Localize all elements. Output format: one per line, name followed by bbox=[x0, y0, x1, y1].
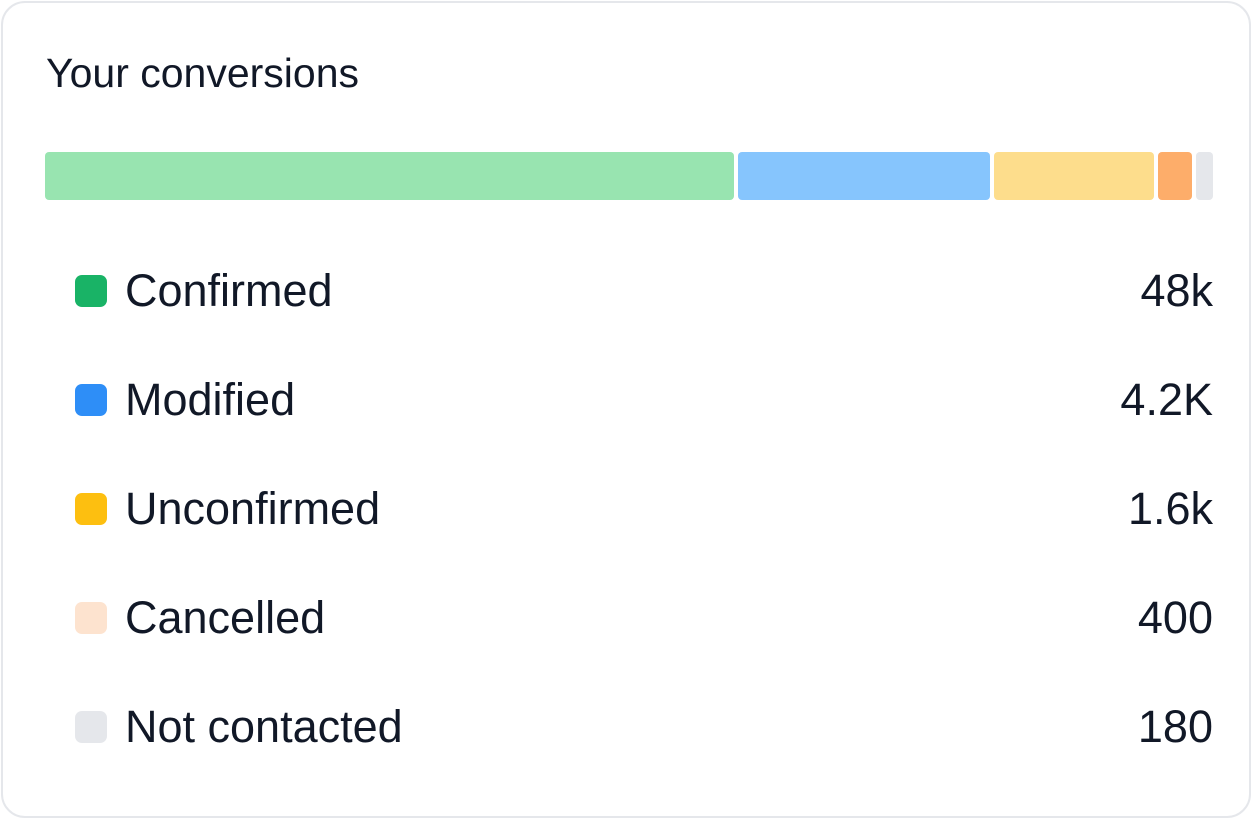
legend-label: Unconfirmed bbox=[125, 483, 381, 534]
legend-label: Confirmed bbox=[125, 265, 333, 316]
legend-label: Modified bbox=[125, 374, 296, 425]
modified-swatch bbox=[75, 383, 107, 416]
bar-segment-confirmed bbox=[45, 152, 735, 200]
legend-item-cancelled: Cancelled 400 bbox=[75, 563, 1213, 672]
card-title: Your conversions bbox=[46, 50, 360, 96]
cancelled-swatch bbox=[75, 601, 107, 634]
unconfirmed-swatch bbox=[75, 492, 107, 525]
confirmed-swatch bbox=[75, 274, 107, 307]
legend-value: 4.2K bbox=[1120, 374, 1213, 425]
legend-value: 48k bbox=[1140, 265, 1213, 316]
legend-item-not-contacted: Not contacted 180 bbox=[75, 672, 1213, 781]
bar-segment-unconfirmed bbox=[993, 152, 1154, 200]
legend-item-confirmed: Confirmed 48k bbox=[75, 236, 1213, 345]
legend-item-unconfirmed: Unconfirmed 1.6k bbox=[75, 454, 1213, 563]
bar-segment-modified bbox=[738, 152, 990, 200]
legend-label: Not contacted bbox=[125, 701, 403, 752]
bar-segment-cancelled bbox=[1157, 152, 1192, 200]
legend-value: 180 bbox=[1137, 701, 1213, 752]
legend-label: Cancelled bbox=[125, 592, 326, 643]
conversion-legend: Confirmed 48k Modified 4.2K Unconfirmed … bbox=[75, 236, 1213, 781]
legend-value: 1.6k bbox=[1127, 483, 1213, 534]
not-contacted-swatch bbox=[75, 710, 107, 743]
conversion-stacked-bar bbox=[45, 152, 1213, 200]
bar-segment-not-contacted bbox=[1195, 152, 1213, 200]
legend-item-modified: Modified 4.2K bbox=[75, 345, 1213, 454]
legend-value: 400 bbox=[1137, 592, 1213, 643]
